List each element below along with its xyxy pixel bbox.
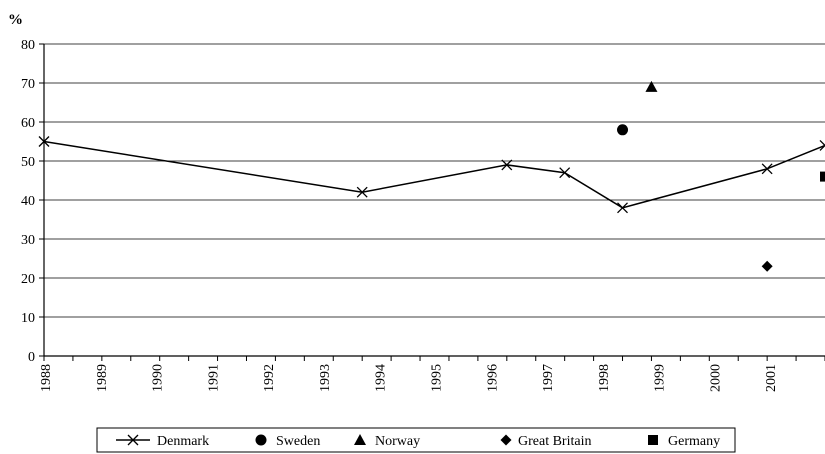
legend-box <box>96 427 736 453</box>
y-tick-label: 20 <box>21 272 35 287</box>
plot-area <box>38 80 825 272</box>
gridlines <box>44 43 825 357</box>
x-tick-label: 1993 <box>318 364 333 392</box>
legend-label: Sweden <box>276 434 320 449</box>
legend-item-great-britain: Great Britain <box>500 434 591 449</box>
legend-item-norway: Norway <box>354 434 420 449</box>
data-point-denmark <box>38 136 50 147</box>
legend-label: Great Britain <box>518 434 591 449</box>
y-tick-label: 10 <box>21 311 35 326</box>
data-point-denmark <box>501 159 513 171</box>
y-axis: 0 10 20 30 40 50 60 70 80 <box>21 38 45 365</box>
x-axis: 1988 1989 1990 1991 1992 1993 1994 1995 1996 1997… <box>39 355 825 392</box>
legend-label: Norway <box>375 434 420 449</box>
y-tick-label: 70 <box>21 77 35 92</box>
legend: Denmark Sweden Norway Great Britain Germany <box>96 427 736 453</box>
x-tick-label: 1990 <box>151 364 166 392</box>
y-tick-label: 0 <box>28 350 35 365</box>
data-point-great-britain <box>761 260 773 272</box>
series-sweden <box>617 124 629 136</box>
data-point-norway <box>645 80 658 92</box>
legend-marker <box>354 434 366 445</box>
y-tick-label: 60 <box>21 116 35 131</box>
legend-marker <box>127 434 139 446</box>
legend-item-sweden: Sweden <box>255 434 320 449</box>
data-point-sweden <box>617 124 629 136</box>
legend-marker <box>255 434 267 446</box>
x-tick-label: 1999 <box>653 364 668 392</box>
data-point-germany <box>820 171 825 182</box>
legend-marker <box>648 435 658 445</box>
x-tick-label: 1996 <box>485 364 500 392</box>
series-great-britain <box>761 260 773 272</box>
series-germany <box>820 171 825 182</box>
data-point-denmark <box>356 186 368 198</box>
y-axis-label: % <box>8 12 23 28</box>
y-tick-label: 80 <box>21 38 35 53</box>
series-denmark <box>38 136 825 214</box>
x-tick-label: 2000 <box>708 364 723 392</box>
legend-label: Denmark <box>157 434 209 449</box>
x-tick-label: 1992 <box>262 364 277 392</box>
legend-item-denmark: Denmark <box>116 434 209 449</box>
data-point-denmark <box>761 163 773 175</box>
x-tick-label: 1998 <box>597 364 612 392</box>
y-tick-label: 30 <box>21 233 35 248</box>
legend-item-germany: Germany <box>648 434 720 449</box>
x-tick-label: 2001 <box>764 364 779 392</box>
x-tick-label: 1994 <box>374 364 389 392</box>
series-line-denmark <box>43 140 825 209</box>
legend-label: Germany <box>668 434 720 449</box>
y-tick-label: 50 <box>21 155 35 170</box>
x-tick-label: 1989 <box>95 364 110 392</box>
x-tick-label: 1995 <box>430 364 445 392</box>
data-point-denmark <box>559 167 571 179</box>
legend-marker <box>500 434 512 446</box>
y-tick-label: 40 <box>21 194 35 209</box>
x-tick-label: 1997 <box>541 364 556 392</box>
series-norway <box>645 80 658 92</box>
x-tick-label: 1988 <box>39 364 54 392</box>
data-point-denmark <box>617 202 628 214</box>
data-point-denmark <box>819 139 825 151</box>
x-tick-label: 1991 <box>206 364 221 392</box>
